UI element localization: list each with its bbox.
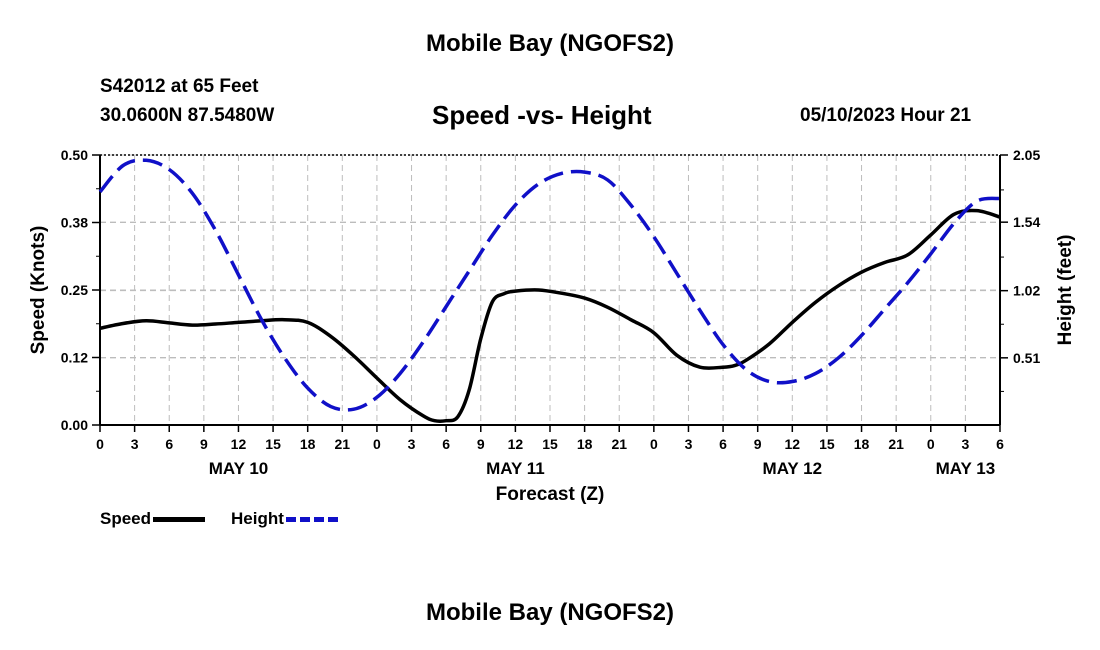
x-tick-label: 15 (542, 436, 558, 452)
x-tick-label: 15 (819, 436, 835, 452)
axes (92, 154, 1008, 432)
left-tick-label: 0.38 (61, 215, 88, 231)
right-tick-label: 1.02 (1013, 283, 1040, 299)
right-axis-title: Height (feet) (1055, 235, 1076, 346)
axis-labels: Forecast (Z) Speed (Knots) Height (feet)… (28, 147, 1076, 505)
series-line-height (98, 158, 1001, 412)
x-tick-label: 3 (961, 436, 969, 452)
right-tick-label: 2.05 (1013, 147, 1040, 163)
left-tick-label: 0.25 (61, 282, 88, 298)
x-tick-label: 18 (854, 436, 870, 452)
legend-height-label: Height (231, 509, 284, 528)
left-axis-title: Speed (Knots) (28, 226, 49, 355)
x-tick-label: 12 (785, 436, 801, 452)
x-tick-label: 6 (165, 436, 173, 452)
x-tick-label: 21 (611, 436, 627, 452)
x-tick-label: 6 (996, 436, 1004, 452)
x-tick-label: 18 (577, 436, 593, 452)
chart-title: Mobile Bay (NGOFS2) (425, 30, 675, 57)
station-id-label: S42012 at 65 Feet (100, 76, 259, 97)
left-tick-label: 0.12 (61, 350, 88, 366)
x-tick-label: 6 (442, 436, 450, 452)
station-coordinates-label: 30.0600N 87.5480W (100, 105, 275, 126)
chart-subtitle: Speed -vs- Height (432, 100, 652, 130)
x-tick-label: 0 (373, 436, 381, 452)
x-tick-label: 9 (754, 436, 762, 452)
x-tick-label: 0 (650, 436, 658, 452)
x-tick-label: 21 (335, 436, 351, 452)
data-series (98, 158, 1001, 423)
forecast-run-time: 05/10/2023 Hour 21 (800, 105, 972, 126)
x-tick-label: 0 (927, 436, 935, 452)
x-tick-label: 6 (719, 436, 727, 452)
x-tick-label: 3 (131, 436, 139, 452)
left-tick-label: 0.00 (61, 417, 88, 433)
legend-height: Height (231, 509, 338, 529)
series-line-speed (99, 208, 1001, 423)
x-tick-label: 9 (200, 436, 208, 452)
left-tick-label: 0.50 (61, 147, 88, 163)
legend-speed: Speed (100, 509, 206, 529)
x-tick-label: 3 (685, 436, 693, 452)
x-tick-label: 12 (508, 436, 524, 452)
x-tick-label: 21 (888, 436, 904, 452)
legend-speed-swatch (153, 516, 206, 522)
x-tick-label: 12 (231, 436, 247, 452)
day-label: MAY 10 (209, 459, 269, 478)
x-tick-label: 18 (300, 436, 316, 452)
footer-title: Mobile Bay (NGOFS2) (425, 599, 675, 626)
day-label: MAY 11 (486, 459, 545, 478)
legend-height-swatch (285, 516, 338, 522)
right-tick-label: 0.51 (1013, 350, 1040, 366)
x-tick-label: 0 (96, 436, 104, 452)
x-tick-label: 15 (265, 436, 281, 452)
x-axis-title: Forecast (Z) (496, 484, 605, 505)
legend-speed-label: Speed (100, 509, 152, 528)
day-label: MAY 12 (763, 459, 823, 478)
right-tick-label: 1.54 (1013, 214, 1040, 230)
x-tick-label: 3 (408, 436, 416, 452)
x-tick-label: 9 (477, 436, 485, 452)
day-label: MAY 13 (936, 459, 996, 478)
